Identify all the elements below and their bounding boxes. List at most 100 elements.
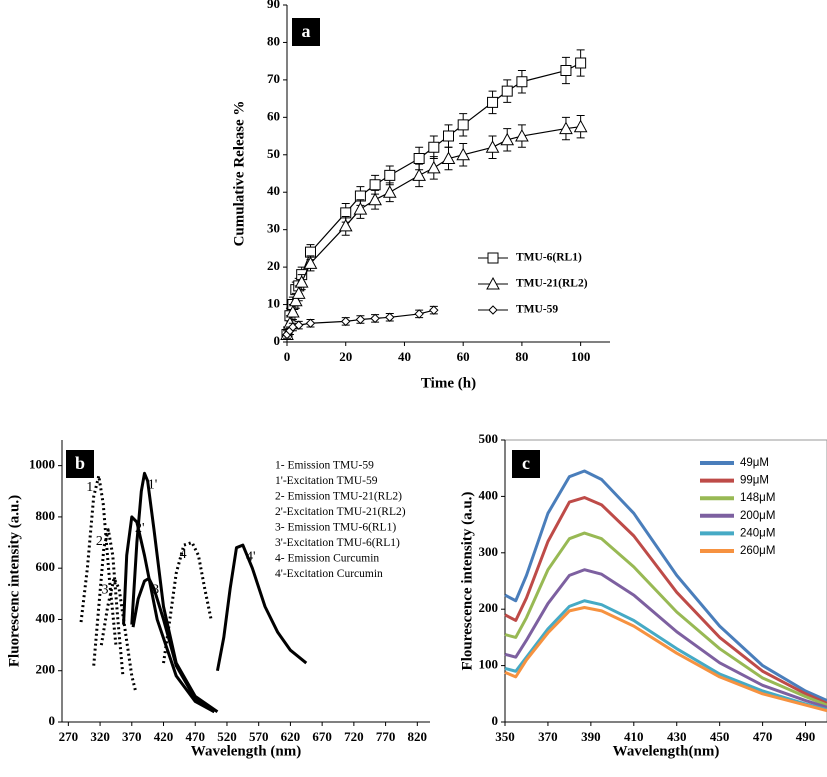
x-axis-title: Wavelength (nm) [191,743,301,759]
data-point [515,129,529,142]
y-tick-label: 500 [479,431,499,446]
legend-label: 99μM [740,475,769,487]
legend-label: 3'-Excitation TMU-6(RL1) [275,537,400,549]
data-point [573,119,588,133]
panel-badge [292,18,320,46]
y-tick-label: 1000 [29,457,55,472]
series-line [92,528,125,676]
panel-label: a [302,21,311,41]
data-point [341,316,351,327]
legend-marker [488,305,498,315]
x-tick-label: 270 [59,729,79,744]
x-tick-label: 370 [538,729,558,744]
x-tick-label: 370 [122,729,142,744]
panel-badge [512,450,540,478]
x-axis-title: Time (h) [421,375,476,391]
x-tick-label: 410 [624,729,644,744]
data-point [456,147,471,161]
panel-label: c [522,453,530,473]
curve-label: 2' [135,521,145,536]
data-point [294,320,304,330]
legend-label: 1- Emission TMU-59 [275,460,374,472]
x-tick-label: 670 [312,729,332,744]
series-line [215,543,308,672]
y-axis-title: Flourescence intensity (a.u.) [459,492,475,671]
data-point [355,314,366,325]
series-line [122,515,215,714]
data-point [354,190,366,202]
data-point [291,286,306,299]
x-axis-title: Wavelength(nm) [613,743,720,759]
series-line [504,606,827,713]
data-point [340,207,352,219]
series-line [504,568,827,709]
x-tick-label: 520 [217,729,237,744]
data-point [500,132,515,146]
data-point [413,153,425,165]
data-point [382,185,397,198]
curve-label: 3 [102,583,109,598]
y-tick-label: 300 [479,544,499,559]
series-line [504,496,827,705]
x-tick-label: 390 [581,729,601,744]
curve-label: 1 [86,480,93,495]
panel-label: b [75,453,85,473]
x-tick-label: 820 [408,729,428,744]
y-tick-label: 100 [479,657,499,672]
legend-label: 1'-Excitation TMU-59 [275,475,378,487]
legend-label: TMU-59 [516,304,558,316]
series-line [131,576,216,713]
legend-label: 200μM [740,510,775,522]
data-point [428,141,440,153]
x-tick-label: 620 [281,729,301,744]
legend-label: 2- Emission TMU-21(RL2) [275,491,402,503]
y-tick-label: 70 [267,71,280,86]
legend-marker [487,252,499,264]
legend-label: 2'-Excitation TMU-21(RL2) [275,506,406,518]
curve-label: 4' [246,549,256,564]
y-axis-title: Cumulative Release % [231,101,247,247]
y-tick-label: 200 [479,600,499,615]
data-point [575,57,587,69]
y-tick-label: 0 [49,713,56,728]
curve-label: 4 [180,547,187,562]
x-tick-label: 80 [515,349,528,364]
data-point [487,96,499,108]
y-tick-label: 10 [267,296,280,311]
x-tick-label: 20 [339,349,352,364]
data-point [304,246,316,258]
legend-label: TMU-6(RL1) [516,252,582,264]
data-point [443,130,454,142]
y-tick-label: 50 [267,146,280,161]
x-tick-label: 720 [344,729,364,744]
series-line [504,531,827,707]
y-tick-label: 30 [267,221,280,236]
x-tick-label: 450 [710,729,730,744]
data-point [429,305,439,315]
y-tick-label: 90 [267,0,280,11]
data-point [369,179,381,191]
x-tick-label: 320 [90,729,110,744]
y-tick-label: 80 [267,33,280,48]
series-line [286,62,581,335]
legend-label: 4- Emission Curcumin [275,553,379,565]
curve-label: 2 [96,534,103,549]
y-tick-label: 20 [267,258,280,273]
x-tick-label: 40 [398,349,411,364]
panel-badge [66,450,94,478]
data-point [305,318,316,328]
y-tick-label: 0 [492,713,499,728]
series-line [504,469,827,702]
data-point [303,256,318,269]
x-tick-label: 490 [796,729,816,744]
legend-label: TMU-21(RL2) [516,278,588,290]
x-tick-label: 770 [376,729,396,744]
x-tick-label: 470 [185,729,205,744]
x-tick-label: 350 [495,729,515,744]
data-point [286,304,300,318]
curve-label: 3' [152,583,162,598]
data-point [501,85,513,97]
data-point [441,151,456,165]
x-tick-label: 60 [457,349,470,364]
